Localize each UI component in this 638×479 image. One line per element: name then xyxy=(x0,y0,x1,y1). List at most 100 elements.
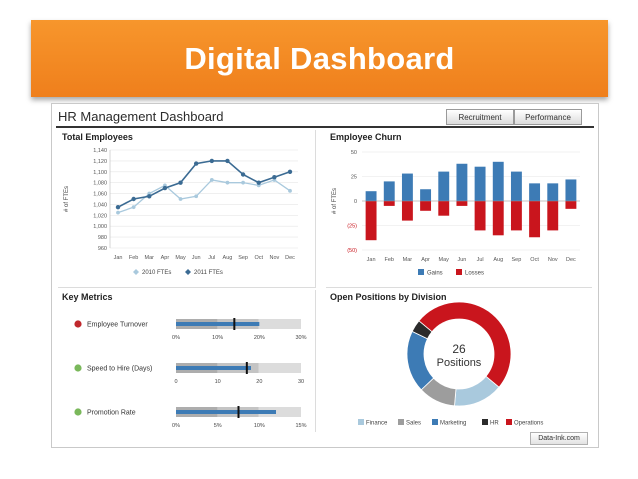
x-tick-label: Jul xyxy=(477,257,484,263)
open-positions-panel: Open Positions by Division 26 Positions Fi… xyxy=(326,290,592,432)
data-point xyxy=(256,180,261,185)
x-tick-label: Jan xyxy=(114,255,123,261)
status-indicator xyxy=(74,364,82,372)
data-point xyxy=(288,188,292,193)
employee-churn-title: Employee Churn xyxy=(330,132,402,142)
legend-swatch xyxy=(482,419,488,425)
data-point xyxy=(209,178,214,182)
data-point xyxy=(241,180,245,185)
gain-bar xyxy=(565,179,577,201)
y-tick-label: 50 xyxy=(351,150,357,156)
gain-bar xyxy=(420,189,432,201)
banner-title: Digital Dashboard xyxy=(184,40,455,76)
data-point xyxy=(178,197,183,201)
key-metrics-panel: Key Metrics Employee Turnover 0% 10% 20% 30%… xyxy=(58,290,316,432)
gain-bar xyxy=(401,173,413,201)
x-tick-label: Apr xyxy=(161,255,170,261)
center-label: Positions xyxy=(437,357,482,369)
bullet-target-marker xyxy=(237,406,240,418)
gain-bar xyxy=(474,166,486,201)
gain-bar xyxy=(492,161,504,201)
employee-churn-panel: Employee Churn 50 25 0 (25) (50) # of FTEs Jan… xyxy=(326,130,592,288)
loss-bar xyxy=(365,201,377,241)
total-employees-chart: 1,140 1,120 1,100 1,080 1,060 1,040 1,020 1,000… xyxy=(64,148,298,276)
y-tick-label: 1,120 xyxy=(93,159,107,165)
y-axis-label: # of FTEs xyxy=(64,186,70,212)
donut-slice xyxy=(406,330,435,391)
y-tick-label: 1,020 xyxy=(93,213,107,219)
bullet-tick-label: 30% xyxy=(295,335,306,341)
x-tick-label: Dec xyxy=(285,255,295,261)
x-tick-label: Feb xyxy=(129,255,138,261)
bullet-tick-label: 0 xyxy=(174,379,177,385)
legend-swatch xyxy=(506,419,512,425)
y-tick-label: (50) xyxy=(347,248,357,254)
loss-bar xyxy=(420,201,432,211)
x-tick-label: Nov xyxy=(548,257,558,263)
x-tick-label: Oct xyxy=(530,257,539,263)
bullet-tick-label: 5% xyxy=(214,423,222,429)
bullet-value-bar xyxy=(176,366,251,370)
data-ink-link[interactable]: Data-Ink.com xyxy=(530,432,588,445)
x-tick-label: Aug xyxy=(493,257,503,263)
hr-dashboard: HR Management Dashboard Recruitment Perf… xyxy=(51,103,599,448)
y-tick-label: 25 xyxy=(351,175,357,181)
x-tick-label: Dec xyxy=(566,257,576,263)
x-tick-label: Jun xyxy=(457,257,466,263)
loss-bar xyxy=(383,201,395,206)
y-tick-label: 980 xyxy=(98,235,107,241)
data-point xyxy=(209,158,215,164)
legend-swatch xyxy=(185,269,191,275)
y-tick-label: (25) xyxy=(347,224,357,230)
bullet-tick-label: 20% xyxy=(254,335,265,341)
bullet-tick-label: 0% xyxy=(172,423,180,429)
legend-swatch xyxy=(432,419,438,425)
loss-bar xyxy=(492,201,504,236)
data-point xyxy=(131,205,136,210)
loss-bar xyxy=(474,201,486,231)
x-tick-label: Apr xyxy=(421,257,430,263)
bullet-value-bar xyxy=(176,410,276,414)
data-point xyxy=(287,169,293,174)
donut-slice xyxy=(418,301,512,388)
key-metrics-chart: Employee Turnover 0% 10% 20% 30% Speed to Hir… xyxy=(74,318,307,429)
series-line xyxy=(117,160,291,208)
bullet-tick-label: 15% xyxy=(295,423,306,429)
total-employees-panel: Total Employees 1,140 1,120 1,100 1,080 1,06… xyxy=(58,130,316,288)
bullet-target-marker xyxy=(233,318,236,330)
total-employees-title: Total Employees xyxy=(62,132,133,142)
x-tick-label: Nov xyxy=(269,255,279,261)
metric-label: Promotion Rate xyxy=(87,410,136,417)
legend-swatch xyxy=(133,269,139,275)
data-point xyxy=(240,172,246,177)
bullet-tick-label: 30 xyxy=(298,379,304,385)
legend-label: 2010 FTEs xyxy=(142,270,171,276)
center-number: 26 xyxy=(452,342,466,356)
metric-label: Employee Turnover xyxy=(87,322,148,329)
key-metrics-title: Key Metrics xyxy=(62,292,113,302)
gain-bar xyxy=(383,181,395,201)
loss-bar xyxy=(401,201,413,221)
loss-bar xyxy=(565,201,577,209)
legend-label: Sales xyxy=(406,421,421,427)
x-tick-label: Sep xyxy=(512,257,522,263)
x-tick-label: Aug xyxy=(223,255,233,261)
legend-label: Finance xyxy=(366,421,388,427)
series-line xyxy=(117,179,291,214)
y-tick-label: 960 xyxy=(98,246,107,252)
bullet-tick-label: 10% xyxy=(254,423,265,429)
x-tick-label: Jun xyxy=(192,255,201,261)
legend-swatch xyxy=(398,419,404,425)
title-banner: Digital Dashboard xyxy=(31,20,608,97)
y-tick-label: 1,040 xyxy=(93,202,107,208)
tab-recruitment[interactable]: Recruitment xyxy=(446,109,514,125)
data-point xyxy=(178,180,183,185)
legend-label: Gains xyxy=(427,271,443,277)
gain-bar xyxy=(529,183,541,201)
loss-bar xyxy=(529,201,541,238)
data-point xyxy=(147,194,152,199)
bullet-tick-label: 10% xyxy=(212,335,223,341)
loss-bar xyxy=(456,201,468,206)
tab-performance[interactable]: Performance xyxy=(514,109,582,125)
